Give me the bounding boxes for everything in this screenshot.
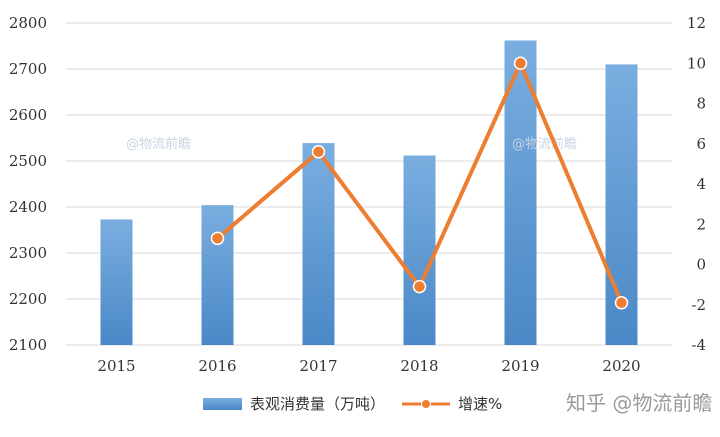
left-tick-label: 2600 (9, 106, 47, 124)
right-tick-label: 6 (696, 135, 706, 153)
left-axis-ticks: 2100 2200 2300 2400 2500 2600 2700 2800 (9, 14, 47, 354)
legend-bar-swatch (203, 398, 242, 410)
brand-watermark: 知乎 @物流前瞻 (566, 391, 712, 415)
x-tick-label: 2020 (602, 357, 640, 375)
x-tick-label: 2016 (198, 357, 236, 375)
line-point (412, 279, 427, 294)
right-tick-label: -2 (691, 296, 706, 314)
right-tick-label: 4 (696, 175, 706, 193)
legend-label-line: 增速% (458, 395, 502, 413)
line-point (311, 145, 326, 159)
right-tick-label: 12 (687, 14, 706, 32)
left-tick-label: 2500 (9, 152, 47, 170)
bar (403, 155, 436, 345)
x-tick-label: 2017 (299, 357, 337, 375)
left-tick-label: 2100 (9, 336, 47, 354)
x-tick-label: 2019 (501, 357, 539, 375)
watermark-text: @物流前瞻 (512, 136, 577, 152)
left-tick-label: 2300 (9, 244, 47, 262)
bar-series (100, 40, 638, 346)
line-point (210, 231, 225, 246)
line-series (210, 56, 629, 310)
right-tick-label: 0 (696, 256, 706, 274)
x-axis-ticks: 2015 2016 2017 2018 2019 2020 (97, 357, 640, 375)
right-tick-label: -4 (691, 336, 706, 354)
gridlines (66, 22, 672, 346)
right-tick-label: 10 (687, 54, 706, 72)
left-tick-label: 2700 (9, 60, 47, 78)
watermark-layer: @物流前瞻 @物流前瞻 (126, 136, 577, 152)
line-point (614, 295, 629, 310)
bar (100, 219, 133, 345)
left-tick-label: 2200 (9, 290, 47, 308)
legend-marker-icon (421, 399, 431, 409)
watermark-text: @物流前瞻 (126, 136, 191, 152)
line-point (513, 56, 528, 70)
x-tick-label: 2018 (400, 357, 438, 375)
left-tick-label: 2400 (9, 198, 47, 216)
bar (302, 143, 335, 345)
x-tick-label: 2015 (97, 357, 135, 375)
right-tick-label: 2 (696, 215, 706, 233)
left-tick-label: 2800 (9, 14, 47, 32)
right-axis-ticks: -4 -2 0 2 4 6 8 10 12 (687, 14, 706, 354)
right-tick-label: 8 (696, 95, 706, 113)
legend-label-bar: 表观消费量（万吨） (250, 395, 385, 413)
legend: 表观消费量（万吨） 增速% (203, 395, 502, 413)
